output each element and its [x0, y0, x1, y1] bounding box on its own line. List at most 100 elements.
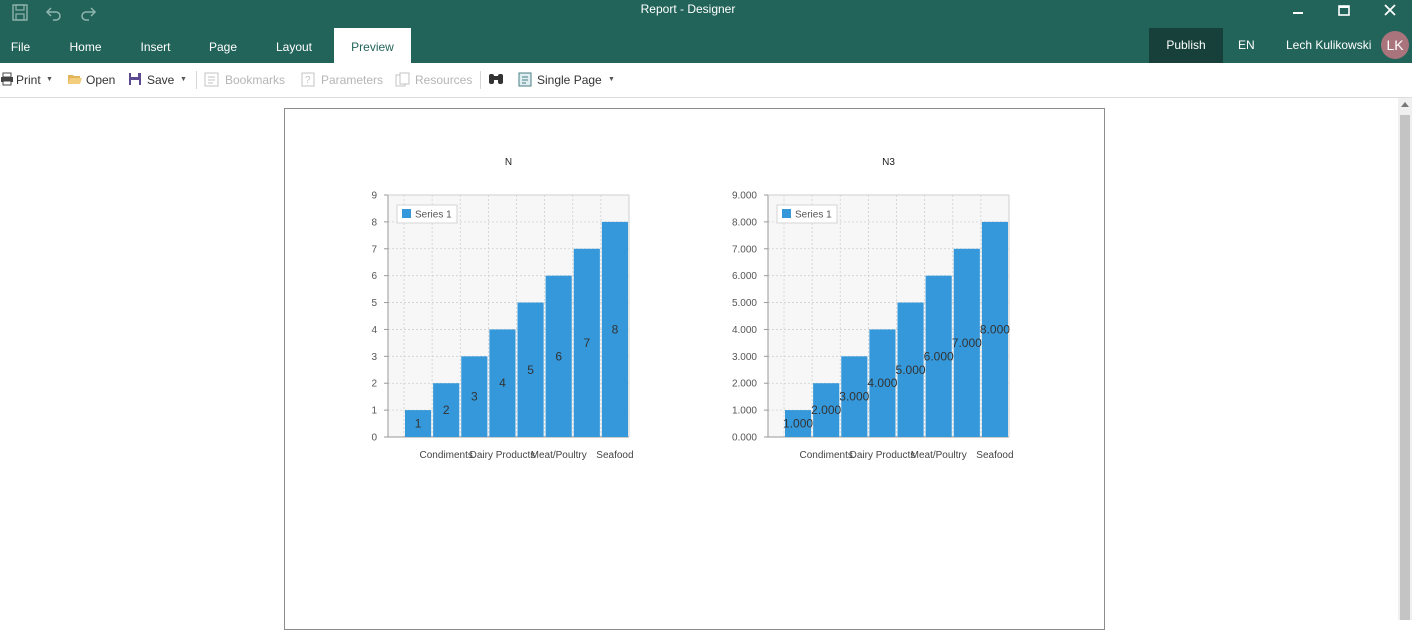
data-label: 1	[415, 417, 422, 431]
y-tick-label: 0	[371, 433, 377, 444]
print-button[interactable]: Print ▼	[0, 63, 56, 97]
data-label: 3.000	[839, 390, 869, 404]
y-tick-label: 8.000	[732, 217, 757, 228]
chart-title: N3	[882, 157, 895, 168]
language-selector[interactable]: EN	[1238, 38, 1255, 52]
y-tick-label: 5	[371, 298, 377, 309]
close-icon[interactable]	[1379, 2, 1401, 24]
tab-insert[interactable]: Insert	[140, 40, 171, 54]
bar	[545, 275, 572, 437]
window-title: Report - Designer	[640, 2, 736, 16]
data-label: 6.000	[924, 349, 954, 363]
bar	[813, 383, 840, 437]
preview-toolbar: Print ▼ Open Save ▼ Bookmarks ? Paramete…	[0, 63, 1412, 98]
floppy-icon	[129, 73, 141, 85]
legend-swatch	[782, 209, 791, 218]
open-button[interactable]: Open	[66, 63, 118, 97]
resources-button[interactable]: Resources	[395, 63, 475, 97]
save-button[interactable]: Save ▼	[128, 63, 190, 97]
y-tick-label: 3	[371, 352, 377, 363]
chevron-down-icon: ▼	[180, 76, 187, 83]
data-label: 5	[527, 363, 534, 377]
bar	[601, 221, 628, 437]
toolbar-divider	[196, 71, 197, 89]
legend-box	[396, 204, 458, 224]
x-tick-label: Condiments	[420, 450, 473, 461]
x-tick-label: Dairy Products	[850, 450, 916, 461]
bar	[841, 356, 868, 437]
data-label: 4	[499, 376, 506, 390]
data-label: 8	[612, 322, 619, 336]
resources-label: Resources	[415, 73, 473, 87]
tab-file[interactable]: File	[10, 40, 31, 54]
legend-label: Series 1	[415, 210, 452, 221]
y-tick-label: 1	[371, 406, 377, 417]
x-tick-label: Meat/Poultry	[911, 450, 967, 461]
chart-legend: Series 1	[776, 204, 838, 224]
bar	[897, 302, 924, 437]
maximize-icon[interactable]	[1333, 2, 1355, 24]
parameters-label: Parameters	[321, 73, 384, 87]
scroll-up-icon[interactable]	[1401, 102, 1409, 107]
bar	[433, 383, 460, 437]
folder-open-icon	[68, 75, 82, 84]
y-tick-label: 6.000	[732, 271, 757, 282]
bookmarks-label: Bookmarks	[225, 73, 286, 87]
tab-page[interactable]: Page	[208, 40, 238, 54]
x-tick-label: Seafood	[976, 450, 1013, 461]
y-tick-label: 4.000	[732, 325, 757, 336]
tab-home[interactable]: Home	[69, 40, 102, 54]
view-mode-label: Single Page	[537, 73, 602, 87]
data-label: 8.000	[980, 322, 1010, 336]
y-tick-label: 8	[371, 217, 377, 228]
bar	[517, 302, 544, 437]
data-label: 6	[555, 349, 562, 363]
bookmarks-button[interactable]: Bookmarks	[204, 63, 288, 97]
data-label: 7	[583, 336, 590, 350]
view-mode-dropdown[interactable]: Single Page ▼	[518, 63, 618, 97]
binoculars-icon	[489, 74, 503, 84]
resources-icon	[395, 72, 410, 87]
x-tick-label: Seafood	[596, 450, 633, 461]
save-label: Save	[147, 73, 175, 87]
bookmarks-icon	[204, 72, 219, 87]
toolbar-divider	[480, 71, 481, 89]
find-button[interactable]	[488, 63, 506, 97]
y-tick-label: 2	[371, 379, 377, 390]
bar	[405, 410, 432, 437]
vertical-scrollbar[interactable]	[1398, 98, 1412, 620]
data-label: 5.000	[896, 363, 926, 377]
publish-button[interactable]: Publish	[1149, 28, 1223, 63]
y-tick-label: 7	[371, 244, 377, 255]
redo-icon[interactable]	[77, 2, 99, 24]
y-tick-label: 7.000	[732, 244, 757, 255]
y-tick-label: 6	[371, 271, 377, 282]
preview-area: N 0 1 2 3 4 5 6 7 8 9 1 2 3 4 5 6 7 8 Condiments Dairy Produ…	[0, 98, 1398, 630]
tab-preview[interactable]: Preview	[334, 28, 411, 63]
x-tick-label: Condiments	[800, 450, 853, 461]
y-tick-label: 9.000	[732, 191, 757, 202]
data-label: 2.000	[811, 403, 841, 417]
minimize-icon[interactable]	[1287, 2, 1309, 24]
chevron-down-icon: ▼	[46, 76, 53, 83]
y-tick-label: 9	[371, 191, 377, 202]
legend-box	[776, 204, 838, 224]
bar	[953, 248, 980, 437]
legend-swatch	[402, 209, 411, 218]
user-name[interactable]: Lech Kulikowski	[1286, 38, 1372, 52]
scrollbar-thumb[interactable]	[1400, 115, 1410, 620]
undo-icon[interactable]	[43, 2, 65, 24]
parameters-button[interactable]: ? Parameters	[301, 63, 385, 97]
avatar[interactable]: LK	[1381, 31, 1409, 59]
y-tick-label: 4	[371, 325, 377, 336]
bar	[925, 275, 952, 437]
y-tick-label: 2.000	[732, 379, 757, 390]
save-icon[interactable]	[9, 2, 31, 24]
tab-layout[interactable]: Layout	[275, 40, 313, 54]
chevron-down-icon: ▼	[608, 76, 615, 83]
bar	[489, 329, 516, 437]
data-label: 7.000	[952, 336, 982, 350]
y-tick-label: 1.000	[732, 406, 757, 417]
bar	[573, 248, 600, 437]
